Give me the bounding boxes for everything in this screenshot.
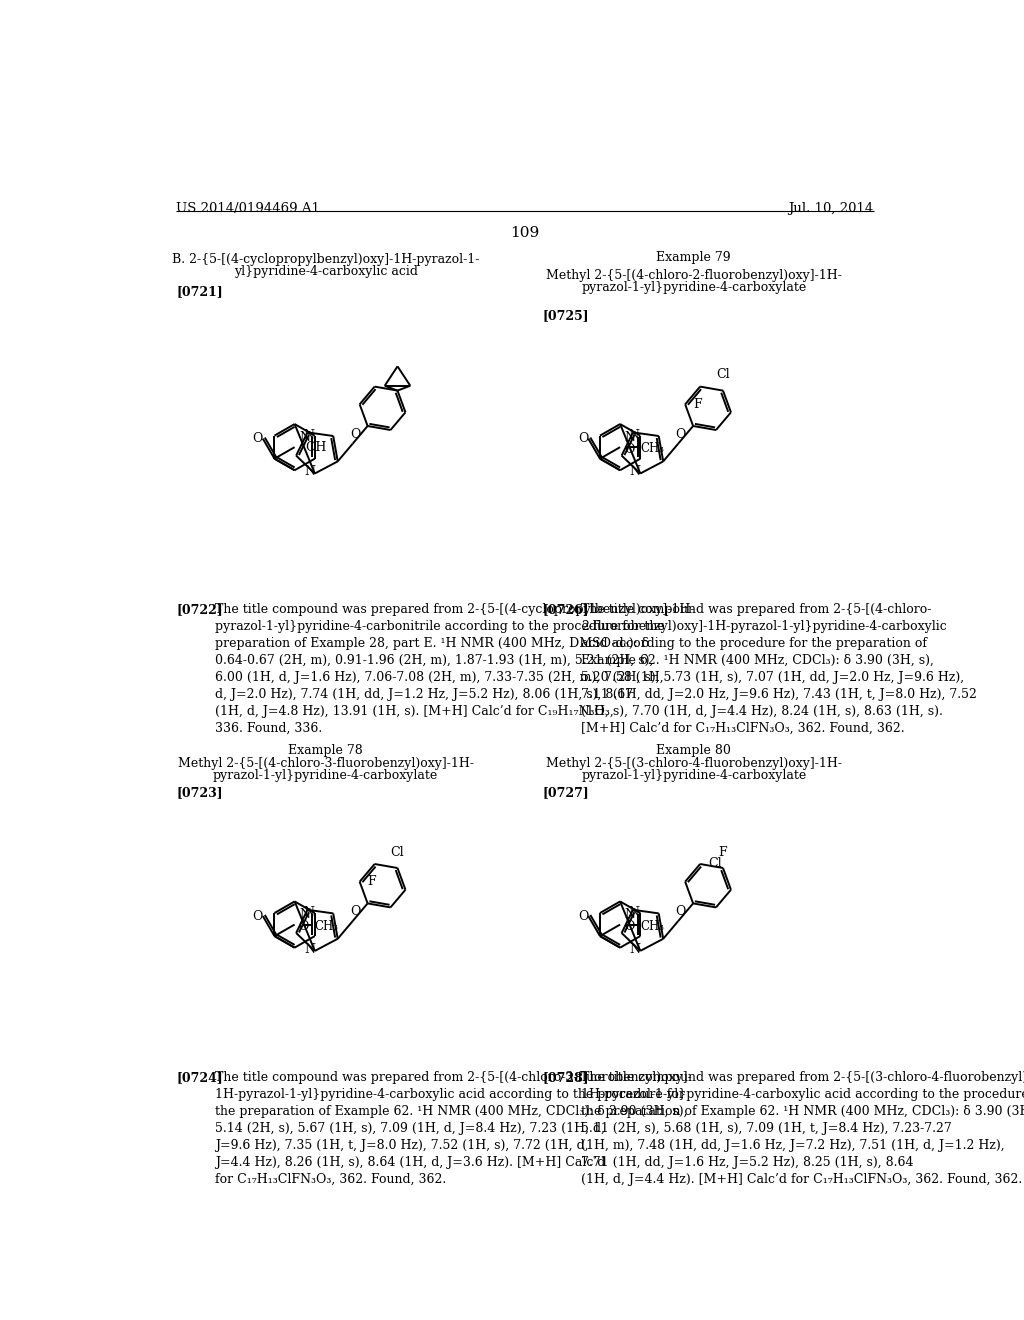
Text: O: O bbox=[299, 920, 309, 933]
Text: yl}pyridine-4-carboxylic acid: yl}pyridine-4-carboxylic acid bbox=[233, 265, 418, 279]
Text: O: O bbox=[624, 920, 635, 933]
Text: The title compound was prepared from 2-{5-[(4-chloro-
2-fluorobenzyl)oxy]-1H-pyr: The title compound was prepared from 2-{… bbox=[582, 603, 977, 735]
Text: O: O bbox=[350, 428, 360, 441]
Text: [0727]: [0727] bbox=[543, 785, 590, 799]
Text: O: O bbox=[675, 906, 686, 917]
Text: pyrazol-1-yl}pyridine-4-carboxylate: pyrazol-1-yl}pyridine-4-carboxylate bbox=[582, 281, 806, 294]
Text: [0723]: [0723] bbox=[176, 785, 222, 799]
Text: [0726]: [0726] bbox=[543, 603, 589, 615]
Text: O: O bbox=[624, 444, 635, 455]
Text: [0724]: [0724] bbox=[176, 1071, 223, 1084]
Text: The title compound was prepared from 2-{5-[(4-chloro-3-fluorobenzyl)oxy]-
1H-pyr: The title compound was prepared from 2-{… bbox=[215, 1071, 691, 1185]
Text: F: F bbox=[368, 875, 376, 888]
Text: Example 79: Example 79 bbox=[656, 251, 731, 264]
Text: Cl: Cl bbox=[708, 858, 722, 870]
Text: Methyl 2-{5-[(4-chloro-2-fluorobenzyl)oxy]-1H-: Methyl 2-{5-[(4-chloro-2-fluorobenzyl)ox… bbox=[546, 268, 842, 281]
Text: [0721]: [0721] bbox=[176, 285, 223, 298]
Text: F: F bbox=[693, 397, 701, 411]
Text: N: N bbox=[304, 942, 314, 956]
Text: N: N bbox=[629, 907, 640, 920]
Text: Example 80: Example 80 bbox=[656, 743, 731, 756]
Text: N: N bbox=[630, 466, 640, 478]
Text: N: N bbox=[303, 907, 314, 920]
Text: The title compound was prepared from 2-{5-[(3-chloro-4-fluorobenzyl)oxy]-
1H-pyr: The title compound was prepared from 2-{… bbox=[582, 1071, 1024, 1185]
Text: Example 78: Example 78 bbox=[288, 743, 362, 756]
Text: N: N bbox=[630, 942, 640, 956]
Text: O: O bbox=[252, 909, 262, 923]
Text: 109: 109 bbox=[510, 226, 540, 240]
Text: [0722]: [0722] bbox=[176, 603, 223, 615]
Text: O: O bbox=[350, 906, 360, 917]
Text: [0728]: [0728] bbox=[543, 1071, 589, 1084]
Text: N: N bbox=[625, 430, 636, 444]
Text: Cl: Cl bbox=[716, 368, 730, 381]
Text: pyrazol-1-yl}pyridine-4-carboxylate: pyrazol-1-yl}pyridine-4-carboxylate bbox=[213, 770, 438, 781]
Text: Methyl 2-{5-[(4-chloro-3-fluorobenzyl)oxy]-1H-: Methyl 2-{5-[(4-chloro-3-fluorobenzyl)ox… bbox=[177, 756, 474, 770]
Text: B. 2-{5-[(4-cyclopropylbenzyl)oxy]-1H-pyrazol-1-: B. 2-{5-[(4-cyclopropylbenzyl)oxy]-1H-py… bbox=[172, 253, 479, 267]
Text: US 2014/0194469 A1: US 2014/0194469 A1 bbox=[176, 202, 319, 215]
Text: N: N bbox=[625, 908, 636, 921]
Text: CH₃: CH₃ bbox=[314, 920, 339, 933]
Text: N: N bbox=[299, 908, 310, 921]
Text: O: O bbox=[252, 432, 262, 445]
Text: [0725]: [0725] bbox=[543, 309, 589, 322]
Text: The title compound was prepared from 2-{5-[(4-cyclopropylbenzyl)oxy]-1H-
pyrazol: The title compound was prepared from 2-{… bbox=[215, 603, 694, 735]
Text: pyrazol-1-yl}pyridine-4-carboxylate: pyrazol-1-yl}pyridine-4-carboxylate bbox=[582, 770, 806, 781]
Text: N: N bbox=[303, 429, 314, 442]
Text: O: O bbox=[578, 909, 588, 923]
Text: CH₃: CH₃ bbox=[640, 442, 665, 455]
Text: N: N bbox=[299, 430, 310, 444]
Text: OH: OH bbox=[305, 441, 327, 454]
Text: Jul. 10, 2014: Jul. 10, 2014 bbox=[788, 202, 873, 215]
Text: O: O bbox=[578, 432, 588, 445]
Text: F: F bbox=[719, 846, 727, 859]
Text: Methyl 2-{5-[(3-chloro-4-fluorobenzyl)oxy]-1H-: Methyl 2-{5-[(3-chloro-4-fluorobenzyl)ox… bbox=[546, 756, 842, 770]
Text: N: N bbox=[304, 466, 314, 478]
Text: Cl: Cl bbox=[391, 846, 404, 859]
Text: O: O bbox=[675, 428, 686, 441]
Text: CH₃: CH₃ bbox=[640, 920, 665, 933]
Text: N: N bbox=[629, 429, 640, 442]
